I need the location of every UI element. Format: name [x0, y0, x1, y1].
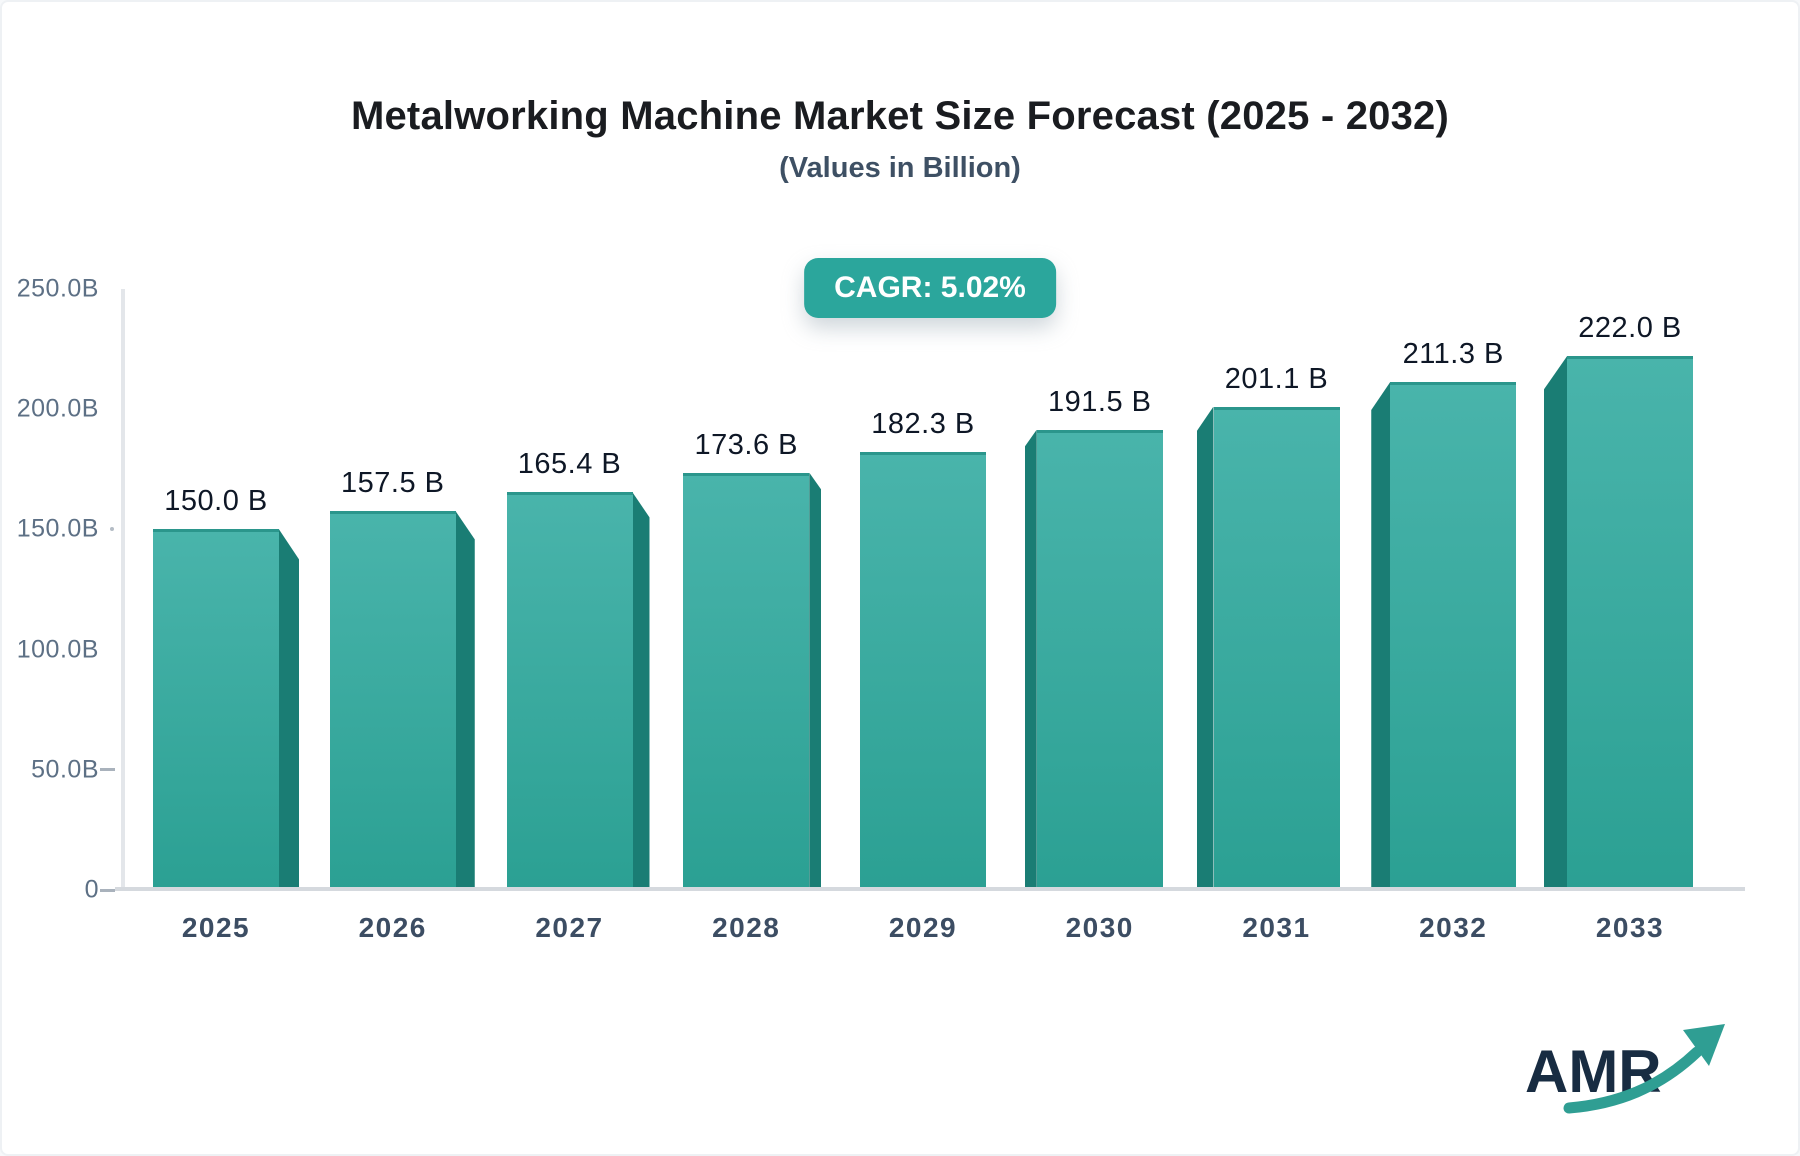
y-tick-mark [100, 888, 115, 892]
bar-side-2032 [1371, 382, 1391, 890]
bar-value-label: 191.5 B [1048, 385, 1152, 418]
bar-side-2030 [1024, 429, 1037, 890]
y-tick-label: 200.0B [16, 394, 99, 423]
x-axis-baseline [115, 887, 1745, 891]
bar-2033 [1567, 356, 1693, 890]
bar-value-label: 211.3 B [1402, 338, 1504, 371]
bar-side-2025 [279, 529, 299, 890]
amr-logo: AMR [1525, 1024, 1725, 1114]
bar-value-label: 222.0 B [1578, 312, 1682, 345]
chart-title: Metalworking Machine Market Size Forecas… [350, 94, 1450, 138]
x-tick-label: 2032 [1419, 912, 1488, 943]
bar-value-label: 165.4 B [517, 448, 622, 481]
growth-arrow-icon [1563, 1024, 1725, 1114]
bar-side-2031 [1196, 406, 1214, 890]
y-tick-mark [110, 527, 114, 532]
y-tick-label: 250.0B [16, 274, 99, 303]
y-tick-label: 150.0B [16, 514, 99, 543]
bar-2031 [1213, 406, 1340, 890]
bar-value-label: 201.1 B [1224, 362, 1329, 395]
bar-side-2033 [1544, 356, 1567, 890]
y-tick-label: 0 [84, 875, 99, 904]
bar-side-2027 [632, 492, 650, 890]
bar-2027 [506, 492, 633, 890]
x-tick-label: 2030 [1065, 912, 1134, 943]
bar-value-label: 182.3 B [871, 407, 975, 440]
chart-subtitle: (Values in Billion) [779, 152, 1021, 184]
bar-2030 [1036, 429, 1163, 890]
x-tick-label: 2025 [181, 912, 251, 943]
y-axis-line [121, 289, 125, 890]
x-tick-label: 2031 [1242, 912, 1311, 943]
bar-2032 [1390, 382, 1517, 890]
bar-value-label: 150.0 B [164, 485, 268, 518]
x-tick-label: 2026 [358, 912, 427, 943]
bar-2025 [153, 529, 279, 890]
bar-side-2026 [455, 511, 475, 890]
cagr-badge: CAGR: 5.02% [804, 258, 1056, 318]
bar-2026 [329, 511, 456, 890]
y-tick-mark [100, 768, 115, 772]
bar-value-label: 173.6 B [694, 428, 798, 461]
bar-side-2028 [809, 472, 822, 890]
x-tick-label: 2033 [1595, 912, 1665, 943]
x-tick-label: 2027 [535, 912, 604, 943]
x-tick-label: 2028 [712, 912, 781, 943]
bar-2028 [683, 472, 810, 890]
bar-2029 [860, 451, 986, 890]
y-tick-label: 100.0B [16, 635, 99, 664]
y-tick-label: 50.0B [31, 755, 99, 784]
x-tick-label: 2029 [888, 912, 958, 943]
bar-value-label: 157.5 B [341, 467, 445, 500]
